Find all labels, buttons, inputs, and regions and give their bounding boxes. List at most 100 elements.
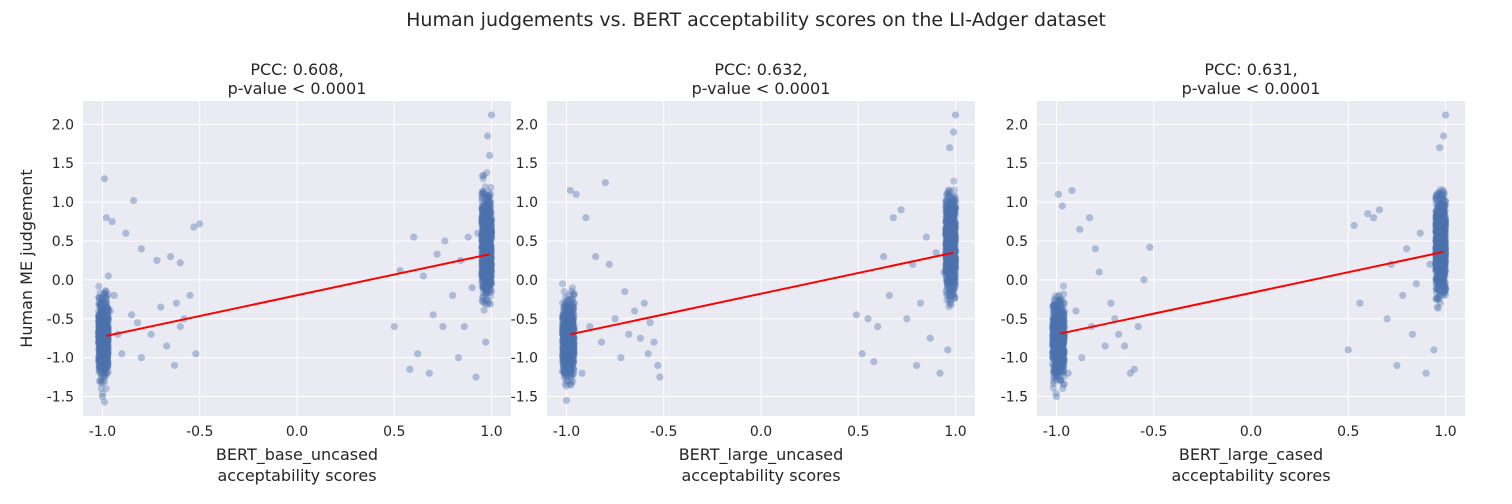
grid — [83, 101, 511, 416]
scatter-point — [99, 344, 107, 353]
scatter-point — [98, 330, 106, 338]
scatter-point — [483, 300, 491, 309]
scatter-point — [102, 357, 110, 366]
scatter-point — [98, 350, 106, 358]
scatter-point — [97, 321, 106, 329]
scatter-point — [478, 268, 486, 276]
scatter-point — [479, 281, 487, 289]
scatter-point — [103, 324, 112, 332]
scatter-point — [95, 368, 103, 376]
scatter-point — [481, 243, 489, 252]
scatter-point — [104, 307, 112, 315]
scatter-point — [99, 308, 107, 316]
scatter-point — [103, 345, 111, 353]
scatter-point — [100, 370, 108, 378]
scatter-point — [565, 361, 573, 370]
scatter-point — [100, 314, 109, 322]
scatter-point — [100, 332, 108, 340]
scatter-point — [1439, 188, 1448, 196]
scatter-point — [172, 299, 180, 307]
y-tick-label: 0.5 — [516, 234, 538, 250]
x-tick-label: 0.0 — [1240, 424, 1262, 440]
scatter-point — [103, 360, 111, 368]
scatter-point — [104, 341, 112, 350]
scatter-point — [103, 351, 112, 359]
scatter-point — [100, 346, 108, 354]
scatter-point — [485, 246, 493, 255]
scatter-point — [484, 243, 492, 251]
scatter-point — [96, 337, 104, 345]
scatter-point — [98, 311, 106, 319]
scatter-point — [95, 321, 104, 329]
scatter-point — [96, 306, 105, 314]
scatter-point — [486, 190, 495, 198]
scatter-point — [97, 342, 105, 350]
scatter-point — [97, 324, 105, 332]
scatter-point — [97, 345, 106, 353]
scatter-point — [98, 342, 107, 350]
scatter-point — [483, 224, 491, 233]
scatter-point — [99, 353, 107, 361]
scatter-point — [480, 265, 488, 274]
scatter-point — [95, 326, 104, 334]
scatter-point — [103, 319, 112, 327]
scatter-point — [99, 370, 107, 378]
scatter-point — [97, 358, 106, 366]
scatter-point — [96, 327, 104, 335]
scatter-point — [98, 336, 107, 344]
scatter-point — [98, 337, 106, 345]
scatter-point — [98, 330, 106, 338]
scatter-point — [95, 357, 103, 365]
scatter-point — [102, 287, 110, 295]
scatter-point — [100, 303, 108, 311]
scatter-point — [96, 367, 104, 375]
scatter-point — [99, 325, 107, 334]
scatter-point — [97, 347, 105, 355]
scatter-point — [103, 328, 111, 336]
y-tick-label: 1.0 — [1006, 195, 1028, 211]
x-tick-label: -1.0 — [553, 424, 580, 440]
scatter-point — [102, 385, 110, 393]
scatter-point — [100, 369, 108, 377]
scatter-point — [95, 331, 103, 340]
scatter-point — [97, 327, 105, 335]
scatter-point — [486, 225, 494, 234]
scatter-point — [101, 305, 109, 313]
scatter-point — [98, 325, 106, 333]
scatter-point — [99, 330, 108, 338]
scatter-point — [482, 240, 490, 248]
scatter-point — [102, 336, 111, 344]
scatter-point — [98, 334, 106, 342]
scatter-point — [101, 338, 109, 346]
scatter-point — [99, 328, 108, 336]
scatter-point — [95, 307, 103, 315]
scatter-point — [480, 216, 488, 224]
scatter-point — [100, 338, 108, 346]
scatter-point — [390, 322, 398, 331]
scatter-point — [98, 330, 106, 338]
scatter-point — [101, 339, 110, 347]
scatter-point — [101, 290, 109, 298]
scatter-point — [101, 298, 109, 306]
scatter-point — [98, 333, 107, 341]
scatter-point — [479, 230, 488, 239]
scatter-point — [101, 349, 109, 357]
scatter-point — [99, 339, 107, 347]
scatter-point — [95, 316, 103, 325]
scatter-point — [945, 243, 953, 252]
scatter-point — [98, 349, 106, 357]
scatter-point — [485, 235, 493, 243]
scatter-point — [946, 144, 954, 152]
scatter-point — [95, 282, 103, 290]
scatter-point — [99, 341, 107, 349]
scatter-point — [100, 290, 109, 298]
scatter-point — [101, 341, 109, 349]
scatter-point — [486, 267, 495, 275]
scatter-point — [99, 310, 108, 318]
scatter-point — [644, 350, 652, 358]
scatter-point — [485, 277, 493, 285]
scatter-point — [96, 302, 104, 310]
scatter-point — [98, 325, 106, 333]
scatter-point — [97, 352, 105, 360]
